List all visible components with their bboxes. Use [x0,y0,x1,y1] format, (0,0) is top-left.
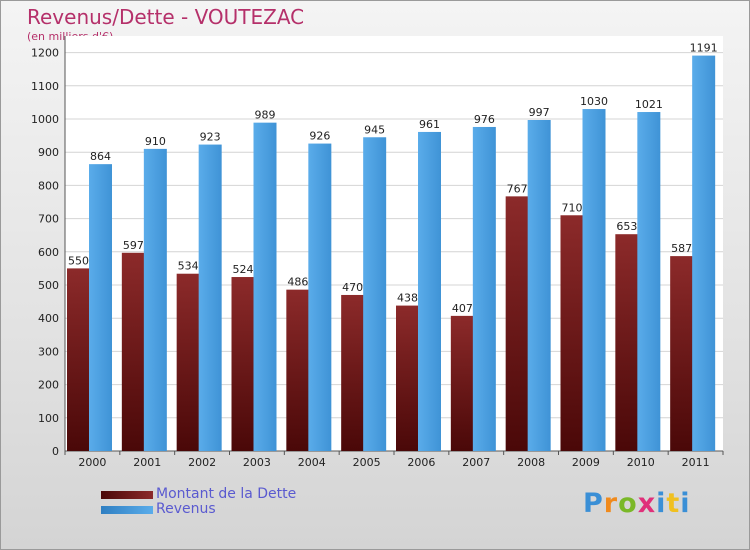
logo-letter: t [666,488,681,519]
data-label-dette: 407 [452,302,473,315]
bar-revenus [363,137,387,451]
logo-letter: x [637,488,657,519]
y-tick-label: 800 [38,179,59,192]
bar-dette [450,315,474,451]
data-label-dette: 438 [397,292,418,305]
legend-label-revenus: Revenus [156,501,216,517]
data-label-revenus: 1191 [690,42,718,55]
y-tick-label: 0 [52,445,59,458]
data-label-revenus: 864 [90,150,111,163]
bar-revenus [308,143,332,451]
legend-label-dette: Montant de la Dette [156,486,297,502]
data-label-dette: 597 [123,239,144,252]
x-tick-label: 2008 [517,456,545,469]
bar-dette [121,252,145,451]
bar-revenus [527,119,551,451]
bar-revenus [582,109,606,451]
y-tick-label: 100 [38,412,59,425]
y-tick-label: 900 [38,146,59,159]
y-tick-label: 200 [38,379,59,392]
bar-revenus [418,131,441,451]
logo-letter: r [603,488,619,519]
y-tick-label: 500 [38,279,59,292]
data-label-revenus: 997 [529,106,550,119]
y-tick-label: 1200 [31,47,59,60]
logo-letter: i [656,488,667,519]
x-tick-label: 2007 [462,456,490,469]
bar-dette [670,256,694,451]
data-label-dette: 587 [671,242,692,255]
x-tick-label: 2010 [627,456,655,469]
bar-dette [67,268,90,451]
data-label-revenus: 945 [364,123,385,136]
data-label-dette: 524 [233,263,254,276]
axes: 0 100 200 300 400 500 600 700 800 900 1000 1100 1200… [31,36,724,469]
bar-dette [286,289,310,451]
bar-revenus [198,144,222,451]
bar-dette [341,294,365,451]
y-tick-label: 400 [38,312,59,325]
logo-letter: P [583,488,604,519]
data-label-revenus: 1021 [635,98,663,111]
bar-dette [231,277,255,451]
chart-title: Revenus/Dette - VOUTEZAC [27,5,305,29]
x-tick-label: 2002 [188,456,216,469]
x-tick-label: 2005 [353,456,381,469]
legend-swatch-revenus [101,506,153,514]
data-label-revenus: 926 [309,130,330,143]
data-label-revenus: 976 [474,113,495,126]
data-label-dette: 767 [507,182,528,195]
x-tick-label: 2009 [572,456,600,469]
y-tick-label: 700 [38,213,59,226]
bar-revenus [692,55,716,451]
y-tick-label: 1000 [31,113,59,126]
bar-dette [615,234,639,451]
gridlines [65,36,723,452]
bar-dette [505,196,529,451]
bar-revenus [89,164,112,452]
x-tick-label: 2003 [243,456,271,469]
legend-swatch-dette [101,491,153,499]
y-tick-label: 600 [38,246,59,259]
data-label-revenus: 923 [200,131,221,144]
bar-dette [396,305,419,451]
bar-dette [176,273,200,451]
plot-area [65,36,723,451]
bar-revenus [472,126,496,451]
bars [67,55,716,452]
data-label-revenus: 961 [419,118,440,131]
x-tick-label: 2000 [78,456,106,469]
data-label-dette: 653 [616,220,637,233]
bar-revenus [637,112,661,451]
data-label-dette: 470 [342,281,363,294]
data-label-dette: 550 [68,254,89,267]
x-tick-label: 2011 [682,456,710,469]
data-label-dette: 710 [562,201,583,214]
x-tick-label: 2006 [407,456,435,469]
x-tick-label: 2004 [298,456,326,469]
data-label-dette: 534 [178,260,199,273]
data-label-dette: 486 [287,276,308,289]
data-label-revenus: 910 [145,135,166,148]
logo-letter: i [680,488,691,519]
bar-dette [560,215,584,451]
y-tick-label: 300 [38,345,59,358]
bar-revenus [143,148,167,451]
bar-revenus [253,122,277,451]
y-tick-label: 1100 [31,80,59,93]
x-tick-label: 2001 [133,456,161,469]
data-labels: 550 864 597 910 534 923 524 989 486 926 470 945 438 9… [68,42,718,315]
proxiti-logo: Proxiti [583,488,691,519]
data-label-revenus: 989 [255,109,276,122]
data-label-revenus: 1030 [580,95,608,108]
logo-letter: o [618,488,638,519]
